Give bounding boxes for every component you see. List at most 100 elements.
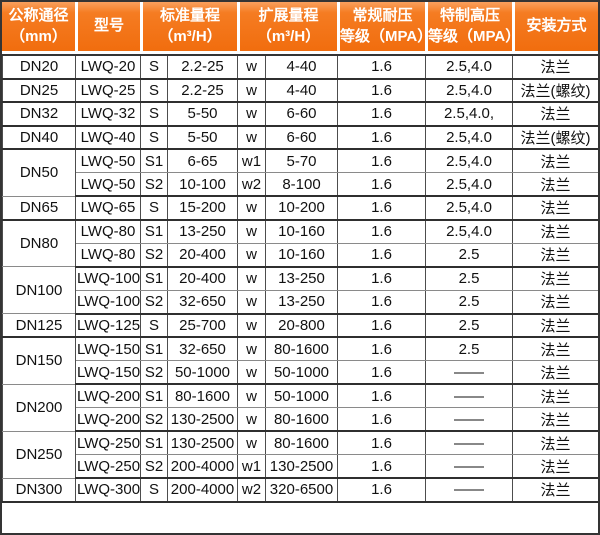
cell-nominal-diameter: DN80	[2, 219, 76, 267]
cell-extended-range: 8-100	[265, 172, 338, 197]
cell-standard-code: S2	[140, 242, 168, 268]
cell-standard-pressure: 1.6	[337, 407, 426, 432]
cell-installation: 法兰	[512, 289, 598, 315]
cell-high-pressure: 2.5,4.0	[425, 54, 513, 80]
cell-installation: 法兰	[512, 242, 598, 268]
cell-standard-code: S1	[140, 383, 168, 408]
cell-high-pressure: ——	[425, 430, 513, 455]
cell-standard-code: S1	[140, 266, 168, 291]
table-row: DN125 LWQ-125 S 25-700 w 20-800 1.6 2.5 法兰	[2, 313, 598, 338]
cell-standard-pressure: 1.6	[337, 195, 426, 221]
cell-model: LWQ-50	[75, 172, 141, 197]
table-row: LWQ-100 S2 32-650 w 13-250 1.6 2.5 法兰	[3, 289, 598, 315]
table-row: DN80 LWQ-80 S1 13-250 w 10-160 1.6 2.5,4.0 法兰	[2, 219, 598, 267]
cell-model: LWQ-80	[75, 219, 141, 244]
cell-standard-range: 20-400	[167, 266, 238, 291]
cell-extended-range: 50-1000	[265, 360, 338, 385]
table-row: DN50 LWQ-50 S1 6-65 w1 5-70 1.6 2.5,4.0 法兰	[2, 148, 598, 197]
cell-standard-range: 5-50	[167, 125, 238, 150]
cell-standard-pressure: 1.6	[337, 336, 426, 361]
cell-model: LWQ-300	[75, 477, 141, 503]
cell-installation: 法兰	[512, 430, 598, 455]
header-line: 扩展量程	[258, 7, 319, 25]
cell-extended-code: w2	[237, 477, 266, 503]
cell-high-pressure: 2.5	[425, 289, 513, 315]
cell-standard-code: S	[140, 477, 168, 503]
cell-nominal-diameter: DN25	[2, 78, 76, 103]
cell-extended-range: 80-1600	[265, 407, 338, 432]
cell-high-pressure: ——	[425, 477, 513, 503]
table-row: DN32 LWQ-32 S 5-50 w 6-60 1.6 2.5,4.0, 法兰	[2, 101, 598, 127]
cell-extended-code: w	[237, 336, 266, 361]
cell-extended-code: w1	[237, 454, 266, 479]
cell-model: LWQ-200	[75, 407, 141, 432]
cell-standard-code: S1	[140, 430, 168, 455]
cell-installation: 法兰	[512, 383, 598, 408]
cell-high-pressure: 2.5,4.0	[425, 125, 513, 150]
cell-extended-code: w	[237, 430, 266, 455]
cell-standard-pressure: 1.6	[337, 78, 426, 103]
cell-standard-code: S2	[140, 454, 168, 479]
cell-standard-code: S	[140, 195, 168, 221]
cell-extended-code: w	[237, 242, 266, 268]
cell-nominal-diameter: DN32	[2, 101, 76, 127]
cell-standard-pressure: 1.6	[337, 289, 426, 315]
cell-nominal-diameter: DN250	[2, 430, 76, 479]
cell-nominal-diameter: DN300	[2, 477, 76, 503]
cell-nominal-diameter: DN100	[2, 266, 76, 314]
cell-standard-range: 5-50	[167, 101, 238, 127]
cell-standard-pressure: 1.6	[337, 219, 426, 244]
cell-standard-pressure: 1.6	[337, 54, 426, 80]
cell-model: LWQ-200	[75, 383, 141, 408]
spec-table-body: DN20 LWQ-20 S 2.2-25 w 4-40 1.6 2.5,4.0 法兰 DN25 LW…	[2, 54, 598, 503]
cell-extended-code: w	[237, 195, 266, 221]
table-row: LWQ-80 S2 20-400 w 10-160 1.6 2.5 法兰	[3, 242, 598, 268]
cell-high-pressure: ——	[425, 454, 513, 479]
cell-standard-code: S2	[140, 289, 168, 315]
cell-high-pressure: ——	[425, 360, 513, 385]
cell-standard-range: 6-65	[167, 148, 238, 173]
table-row: DN25 LWQ-25 S 2.2-25 w 4-40 1.6 2.5,4.0 法兰(螺纹)	[2, 78, 598, 103]
cell-model: LWQ-150	[75, 336, 141, 361]
cell-installation: 法兰	[512, 454, 598, 479]
cell-standard-range: 10-100	[167, 172, 238, 197]
cell-installation: 法兰	[512, 148, 598, 173]
cell-extended-range: 4-40	[265, 78, 338, 103]
cell-standard-pressure: 1.6	[337, 242, 426, 268]
cell-installation: 法兰	[512, 172, 598, 197]
cell-nominal-diameter: DN20	[2, 54, 76, 80]
table-row: DN20 LWQ-20 S 2.2-25 w 4-40 1.6 2.5,4.0 法兰	[2, 54, 598, 80]
cell-model: LWQ-100	[75, 289, 141, 315]
cell-extended-code: w	[237, 101, 266, 127]
table-row: DN200 LWQ-200 S1 80-1600 w 50-1000 1.6 —— 法兰	[2, 383, 598, 432]
cell-nominal-diameter: DN200	[2, 383, 76, 432]
cell-installation: 法兰	[512, 360, 598, 385]
cell-extended-code: w	[237, 407, 266, 432]
cell-extended-code: w	[237, 54, 266, 80]
table-row: DN300 LWQ-300 S 200-4000 w2 320-6500 1.6 —— 法兰	[2, 477, 598, 503]
cell-extended-code: w	[237, 266, 266, 291]
cell-standard-pressure: 1.6	[337, 172, 426, 197]
cell-extended-range: 80-1600	[265, 430, 338, 455]
table-row: LWQ-50 S2 10-100 w2 8-100 1.6 2.5,4.0 法兰	[3, 172, 598, 197]
cell-extended-code: w	[237, 383, 266, 408]
cell-high-pressure: 2.5	[425, 336, 513, 361]
cell-extended-range: 130-2500	[265, 454, 338, 479]
table-row: DN150 LWQ-150 S1 32-650 w 80-1600 1.6 2.5 法兰	[2, 336, 598, 385]
cell-extended-range: 10-160	[265, 219, 338, 244]
cell-standard-pressure: 1.6	[337, 266, 426, 291]
cell-installation: 法兰	[512, 195, 598, 221]
table-body-grid: DN20 LWQ-20 S 2.2-25 w 4-40 1.6 2.5,4.0 法兰 DN25 LW…	[2, 54, 598, 503]
cell-nominal-diameter: DN150	[2, 336, 76, 385]
cell-installation: 法兰(螺纹)	[512, 78, 598, 103]
cell-standard-range: 20-400	[167, 242, 238, 268]
cell-extended-range: 20-800	[265, 313, 338, 338]
cell-extended-code: w	[237, 78, 266, 103]
cell-standard-range: 2.2-25	[167, 78, 238, 103]
cell-model: LWQ-32	[75, 101, 141, 127]
cell-high-pressure: 2.5	[425, 313, 513, 338]
cell-high-pressure: 2.5,4.0	[425, 195, 513, 221]
cell-nominal-diameter: DN65	[2, 195, 76, 221]
header-line: 等级（MPA）	[340, 27, 425, 45]
cell-standard-range: 32-650	[167, 336, 238, 361]
